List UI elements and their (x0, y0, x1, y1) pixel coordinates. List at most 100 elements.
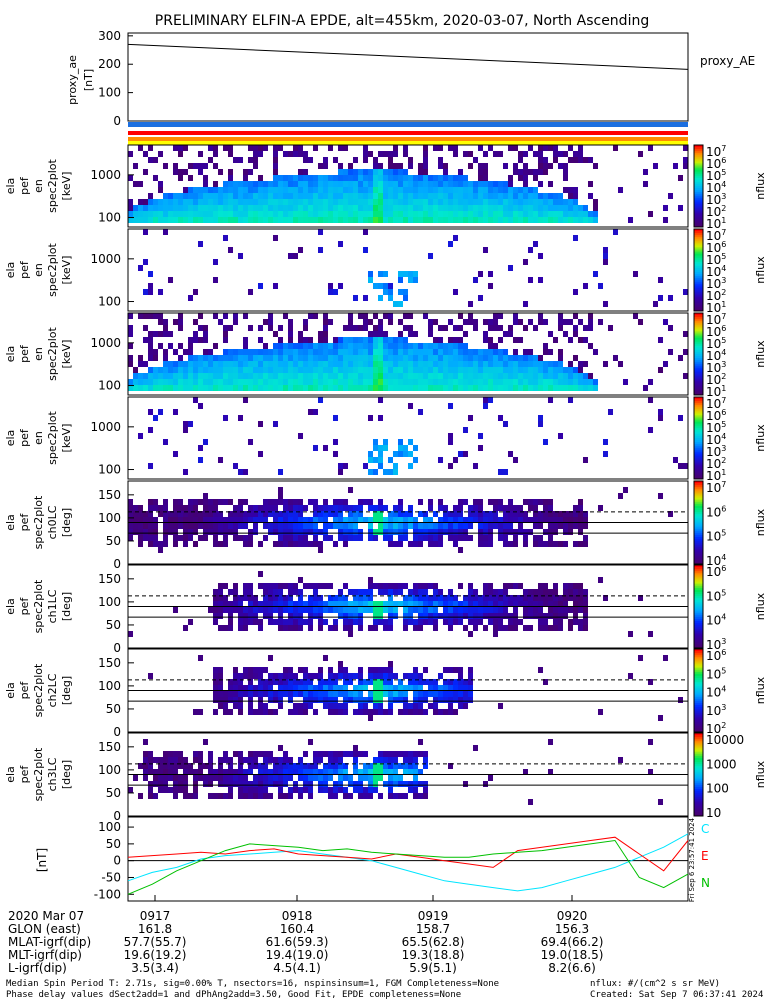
spectrogram-cell (258, 775, 263, 781)
spectrogram-cell (398, 355, 403, 361)
spectrogram-cell (593, 211, 598, 217)
spectrogram-cell (283, 187, 288, 193)
spectrogram-cell (328, 607, 333, 613)
spectrogram-cell (563, 175, 568, 181)
spectrogram-cell (493, 373, 498, 379)
spectrogram-cell (128, 313, 133, 319)
spectrogram-cell (378, 415, 383, 421)
colorbar-tick: 104 (706, 432, 726, 447)
bottom-row-label: GLON (east) (8, 922, 81, 936)
spectrogram-cell (313, 217, 318, 223)
spectrogram-cell (338, 349, 343, 355)
colorbar-segment (694, 290, 703, 294)
spectrogram-cell (398, 529, 403, 535)
spectrogram-cell (493, 607, 498, 613)
spectrogram-cell (563, 589, 568, 595)
spectrogram-cell (413, 457, 418, 463)
colorbar-segment (694, 345, 703, 349)
spectrogram-cell (333, 379, 338, 385)
spectrogram-cell (503, 187, 508, 193)
spectrogram-cell (213, 667, 218, 673)
spectrogram-cell (333, 199, 338, 205)
spectrogram-cell (353, 745, 358, 751)
spectrogram-cell (268, 181, 273, 187)
spectrogram-cell (578, 367, 583, 373)
spectrogram-cell (403, 601, 408, 607)
spectrogram-cell (238, 607, 243, 613)
spectrogram-cell (353, 505, 358, 511)
spectrogram-cell (283, 601, 288, 607)
spectrogram-cell (428, 349, 433, 355)
spectrogram-cell (678, 175, 683, 181)
spectrogram-cell (423, 181, 428, 187)
spectrogram-cell (153, 313, 158, 319)
spectrogram-cell (288, 793, 293, 799)
spectrogram-cell (218, 529, 223, 535)
colorbar-segment (694, 751, 703, 755)
spectrogram-cell (413, 691, 418, 697)
colorbar-segment (694, 376, 703, 380)
spectrogram-cell (283, 751, 288, 757)
spectrogram-cell (503, 595, 508, 601)
spectrogram-cell (138, 373, 143, 379)
spectrogram-cell (383, 529, 388, 535)
spectrogram-cell (273, 331, 278, 337)
spectrogram-ylabel: pef (18, 428, 31, 447)
spectrogram-cell (268, 313, 273, 319)
spectrogram-cell (658, 337, 663, 343)
spectrogram-cell (573, 355, 578, 361)
spectrogram-cell (223, 517, 228, 523)
spectrogram-cell (503, 607, 508, 613)
spectrogram-cell (328, 199, 333, 205)
spectrogram-cell (393, 691, 398, 697)
spectrogram-cell (313, 205, 318, 211)
spectrogram-cell (453, 529, 458, 535)
spectrogram-cell (273, 211, 278, 217)
spectrogram-cell (393, 337, 398, 343)
spectrogram-cell (443, 691, 448, 697)
spectrogram-cell (208, 751, 213, 757)
spectrogram-cell (318, 181, 323, 187)
spectrogram-cell (258, 691, 263, 697)
spectrogram-cell (188, 187, 193, 193)
spectrogram-cell (138, 217, 143, 223)
spectrogram-cell (308, 217, 313, 223)
spectrogram-cell (273, 607, 278, 613)
spectrogram-cell (333, 373, 338, 379)
spectrogram-cell (373, 517, 378, 523)
spectrogram-cell (463, 529, 468, 535)
colorbar-segment (694, 147, 703, 150)
spectrogram-cell (143, 289, 148, 295)
spectrogram-cell (373, 331, 378, 337)
colorbar-tick: 103 (706, 192, 726, 207)
spectrogram-cell (548, 505, 553, 511)
spectrogram-cell (338, 463, 343, 469)
spectrogram-cell (368, 319, 373, 325)
spectrogram-cell (398, 511, 403, 517)
spectrogram-cell (238, 703, 243, 709)
spectrogram-cell (198, 169, 203, 175)
spectrogram-cell (208, 523, 213, 529)
spectrogram-cell (223, 367, 228, 373)
spectrogram-cell (448, 433, 453, 439)
spectrogram-cell (268, 595, 273, 601)
spectrogram-cell (538, 169, 543, 175)
spectrogram-cell (578, 523, 583, 529)
spectrogram-cell (228, 613, 233, 619)
colorbar-segment (694, 354, 703, 357)
colorbar-segment (694, 177, 703, 181)
spectrogram-cell (583, 217, 588, 223)
spectrogram-cell (308, 499, 313, 505)
spectrogram-cell (218, 625, 223, 631)
spectrogram-cell (468, 595, 473, 601)
spectrogram-cell (263, 667, 268, 673)
spectrogram-cell (288, 187, 293, 193)
spectrogram-cell (198, 163, 203, 169)
spectrogram-cell (458, 619, 463, 625)
spectrogram-cell (273, 673, 278, 679)
spectrogram-cell (363, 181, 368, 187)
spectrogram-cell (218, 523, 223, 529)
spectrogram-cell (173, 763, 178, 769)
spectrogram-cell (498, 181, 503, 187)
